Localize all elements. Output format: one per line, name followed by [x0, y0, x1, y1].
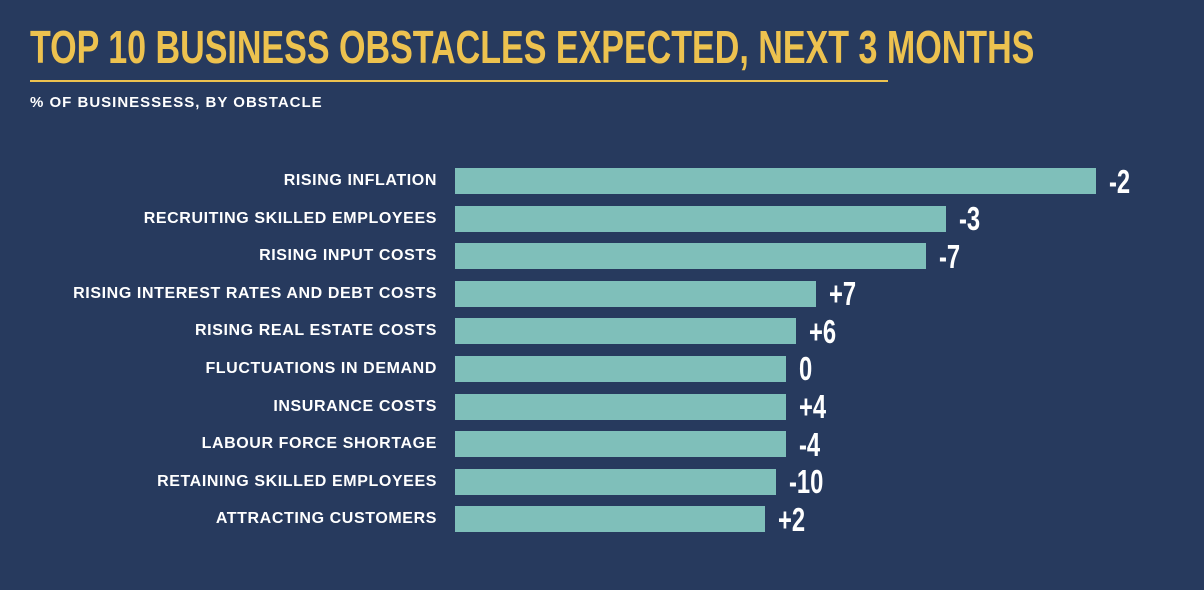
category-label: RISING INFLATION — [283, 172, 437, 189]
change-value: -7 — [939, 237, 961, 275]
bar — [455, 318, 796, 345]
bar-row: RETAINING SKILLED EMPLOYEES -10 — [0, 465, 1204, 498]
change-value: -4 — [799, 425, 821, 463]
bar-row: FLUCTUATIONS IN DEMAND 0 — [0, 352, 1204, 385]
bar-row: RECRUITING SKILLED EMPLOYEES -3 — [0, 202, 1204, 235]
category-label: RISING INPUT COSTS — [259, 247, 437, 265]
bar-row: RISING INPUT COSTS -7 — [0, 240, 1204, 273]
header: TOP 10 BUSINESS OBSTACLES EXPECTED, NEXT… — [0, 0, 1204, 111]
bar — [455, 506, 765, 533]
category-label: RISING REAL ESTATE COSTS — [195, 322, 437, 340]
bar — [455, 280, 816, 307]
bar — [455, 431, 786, 458]
change-value: +6 — [809, 312, 837, 350]
title-underline — [30, 80, 888, 82]
change-value: -10 — [789, 463, 824, 501]
bar-chart: RISING INFLATION -2 RECRUITING SKILLED EMP… — [0, 165, 1204, 536]
bar — [455, 393, 786, 420]
change-value: +7 — [829, 275, 857, 313]
bar-row: INSURANCE COSTS +4 — [0, 390, 1204, 423]
change-value: +2 — [778, 500, 806, 538]
bar — [455, 355, 786, 382]
change-value: -2 — [1109, 162, 1131, 200]
bar-row: LABOUR FORCE SHORTAGE -4 — [0, 428, 1204, 461]
bar-row: RISING REAL ESTATE COSTS +6 — [0, 315, 1204, 348]
category-label: LABOUR FORCE SHORTAGE — [201, 435, 437, 453]
category-label: RISING INTEREST RATES AND DEBT COSTS — [73, 284, 437, 302]
chart-subtitle: % OF BUSINESSESS, BY OBSTACLE — [30, 94, 323, 111]
category-label: FLUCTUATIONS IN DEMAND — [205, 359, 437, 377]
category-label: ATTRACTING CUSTOMERS — [215, 510, 437, 528]
change-value: 0 — [799, 350, 813, 388]
bar — [455, 243, 926, 270]
bar-row: RISING INFLATION -2 — [0, 165, 1204, 198]
change-value: +4 — [799, 388, 827, 426]
bar — [455, 205, 946, 232]
category-label: INSURANCE COSTS — [273, 397, 437, 415]
change-value: -3 — [959, 200, 981, 238]
bar — [455, 468, 776, 495]
bar — [455, 168, 1096, 194]
category-label: RECRUITING SKILLED EMPLOYEES — [143, 209, 437, 227]
bar-row: RISING INTEREST RATES AND DEBT COSTS +7 — [0, 277, 1204, 310]
category-label: RETAINING SKILLED EMPLOYEES — [157, 472, 437, 490]
page-title: TOP 10 BUSINESS OBSTACLES EXPECTED, NEXT… — [30, 21, 1035, 73]
bar-row: ATTRACTING CUSTOMERS +2 — [0, 503, 1204, 536]
